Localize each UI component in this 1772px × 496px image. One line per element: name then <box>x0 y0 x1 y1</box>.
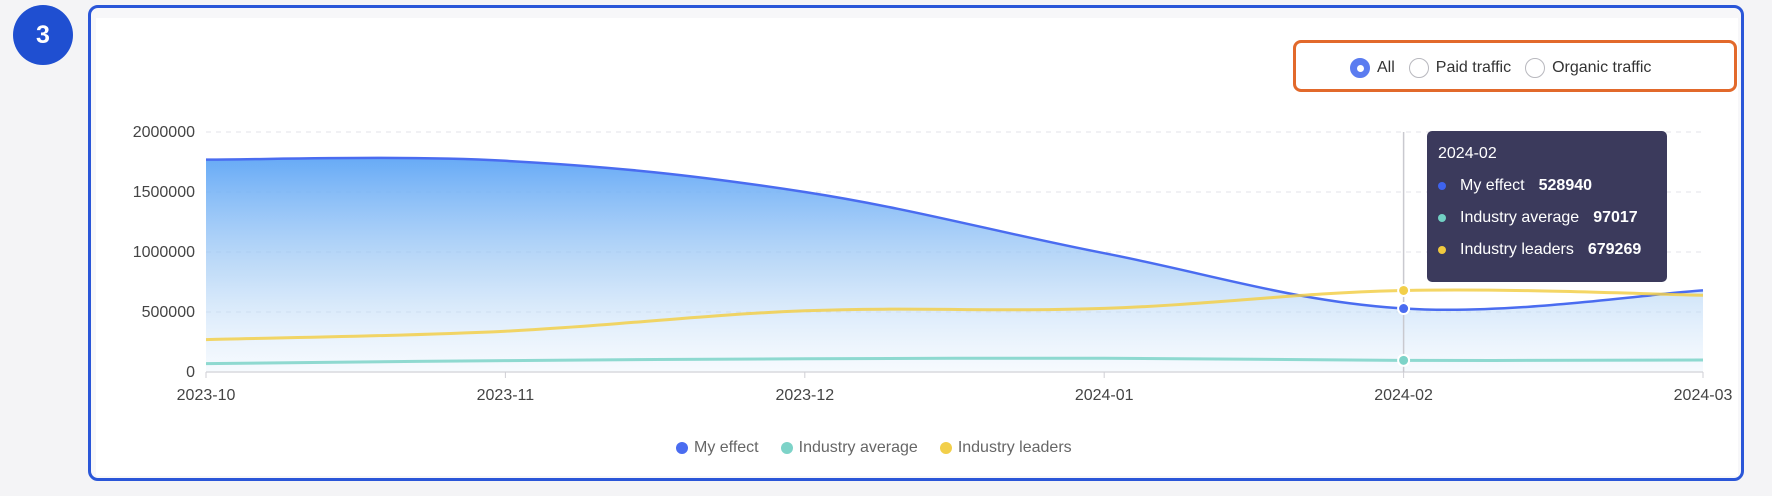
x-tick-label: 2024-02 <box>1374 387 1433 404</box>
y-tick-label: 1500000 <box>133 184 195 201</box>
tooltip-row-my-effect: My effect 528940 <box>1438 176 1656 196</box>
tooltip-label: Industry average <box>1460 209 1580 226</box>
tooltip-dot-industry-leaders <box>1438 246 1446 254</box>
y-tick-label: 0 <box>186 364 195 381</box>
legend-label: My effect <box>694 439 759 456</box>
legend-label: Industry average <box>798 439 918 456</box>
series-area-0 <box>206 157 1703 372</box>
legend-item-my-effect[interactable]: My effect <box>676 439 759 457</box>
tooltip-row-industry-average: Industry average 97017 <box>1438 208 1656 228</box>
traffic-filter-radio-group: All Paid traffic Organic traffic <box>1350 56 1651 80</box>
chart-tooltip: 2024-02 My effect 528940 Industry averag… <box>1427 131 1667 282</box>
chart-series <box>205 156 1704 372</box>
legend-label: Industry leaders <box>957 439 1072 456</box>
legend-dot-my-effect <box>676 442 688 454</box>
highlight-point-1[interactable] <box>1397 353 1411 367</box>
y-tick-label: 500000 <box>142 304 195 321</box>
legend-dot-industry-leaders <box>939 442 952 454</box>
tooltip-dot-my-effect <box>1438 182 1446 190</box>
series-line-1 <box>205 356 1704 366</box>
highlight-markers[interactable] <box>1397 132 1411 372</box>
highlight-point-2[interactable] <box>1397 283 1411 297</box>
tooltip-dot-industry-average <box>1438 214 1446 222</box>
tooltip-value: 97017 <box>1593 209 1638 226</box>
radio-option-all[interactable]: All <box>1350 58 1395 78</box>
chart-legend: My effect Industry average Industry lead… <box>676 437 1072 459</box>
x-tick-label: 2024-03 <box>1674 387 1733 404</box>
legend-dot-industry-average <box>780 442 793 454</box>
highlight-point-0[interactable] <box>1397 302 1411 316</box>
series-line-0 <box>205 156 1704 312</box>
tooltip-label: Industry leaders <box>1460 241 1574 258</box>
radio-label-paid-traffic: Paid traffic <box>1435 59 1512 76</box>
tooltip-row-industry-leaders: Industry leaders 679269 <box>1438 240 1656 260</box>
radio-option-paid-traffic[interactable]: Paid traffic <box>1408 58 1512 78</box>
x-tick-label: 2024-01 <box>1075 387 1134 404</box>
x-tick-label: 2023-10 <box>177 387 236 404</box>
tooltip-value: 528940 <box>1538 177 1593 194</box>
radio-button-paid-traffic[interactable] <box>1408 58 1429 78</box>
tooltip-value: 679269 <box>1587 241 1642 258</box>
radio-button-all[interactable] <box>1350 58 1370 78</box>
legend-item-industry-leaders[interactable]: Industry leaders <box>939 439 1072 457</box>
x-tick-label: 2023-11 <box>477 387 535 404</box>
radio-label-organic-traffic: Organic traffic <box>1552 59 1652 76</box>
y-tick-label: 2000000 <box>133 124 195 141</box>
series-line-2 <box>205 288 1704 342</box>
tooltip-title: 2024-02 <box>1438 145 1497 162</box>
tooltip-label: My effect <box>1460 177 1525 194</box>
legend-item-industry-average[interactable]: Industry average <box>780 439 918 457</box>
chart-axes: 0 500000 1000000 1500000 2000000 2023-10 2023-… <box>133 124 1733 404</box>
radio-option-organic-traffic[interactable]: Organic traffic <box>1525 58 1651 78</box>
step-badge: 3 <box>13 5 73 65</box>
radio-button-organic-traffic[interactable] <box>1525 58 1546 78</box>
y-tick-label: 1000000 <box>133 244 195 261</box>
x-tick-label: 2023-12 <box>775 387 834 404</box>
radio-selected-dot <box>1356 64 1364 72</box>
radio-label-all: All <box>1377 59 1395 76</box>
